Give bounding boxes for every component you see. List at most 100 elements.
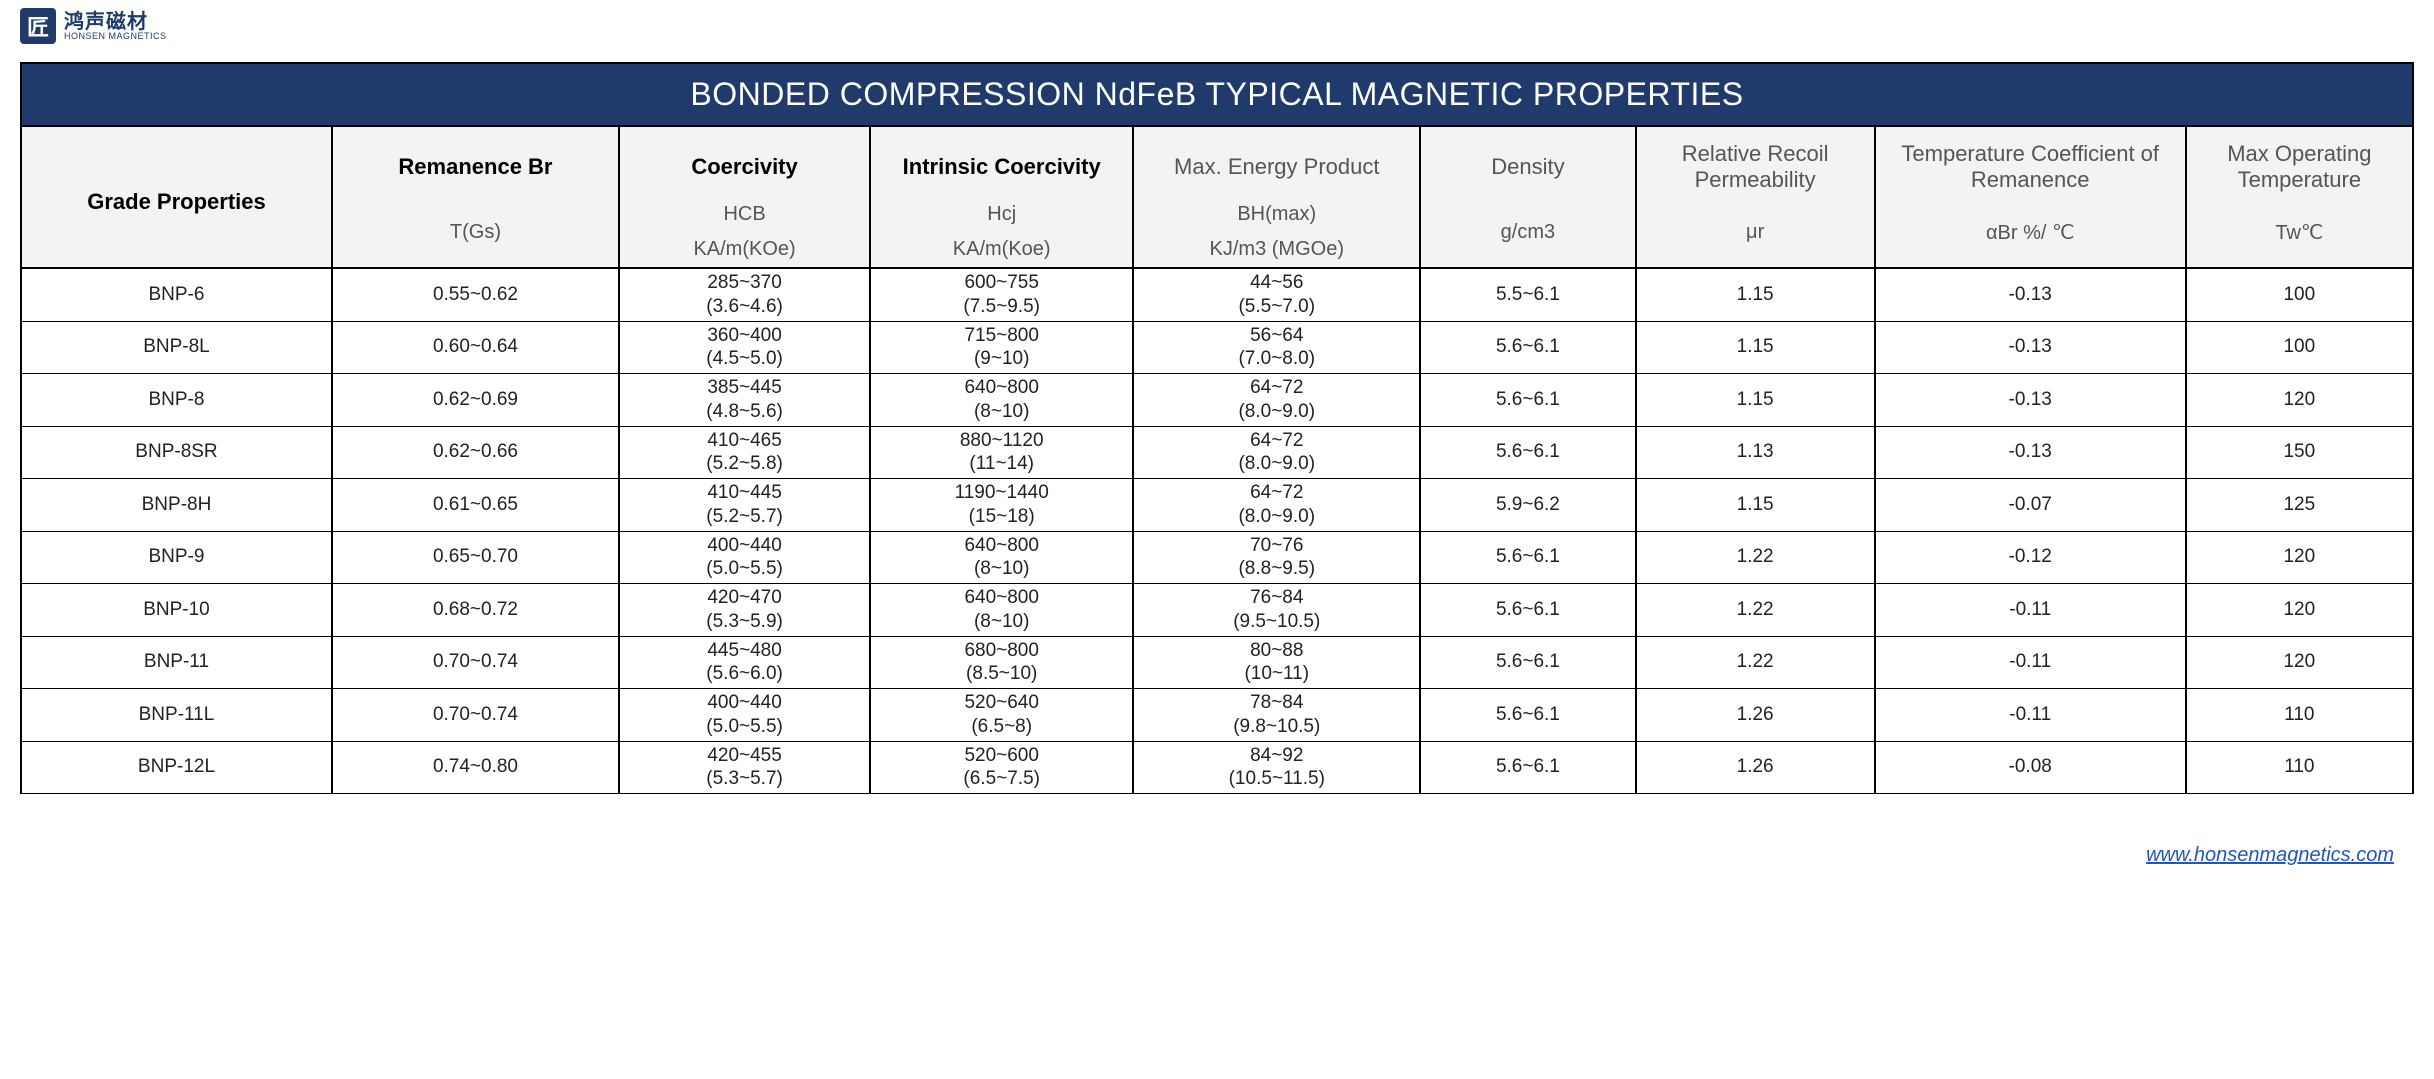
cell-bh: 78~84(9.8~10.5) <box>1133 689 1420 742</box>
table-title: BONDED COMPRESSION NdFeB TYPICAL MAGNETI… <box>20 62 2414 125</box>
col-hcj-h1: Intrinsic Coercivity <box>870 126 1133 197</box>
cell-grade: BNP-8SR <box>21 426 332 479</box>
cell-ur: 1.15 <box>1636 321 1875 374</box>
cell-abr: -0.12 <box>1875 531 2186 584</box>
table-row: BNP-12L0.74~0.80420~455(5.3~5.7)520~600(… <box>21 741 2413 794</box>
cell-grade: BNP-8H <box>21 479 332 532</box>
cell-bh: 80~88(10~11) <box>1133 636 1420 689</box>
cell-hcb: 400~440(5.0~5.5) <box>619 531 870 584</box>
cell-grade: BNP-11L <box>21 689 332 742</box>
cell-hcb: 420~455(5.3~5.7) <box>619 741 870 794</box>
brand-icon: 匠 <box>20 8 56 44</box>
cell-hcb: 400~440(5.0~5.5) <box>619 689 870 742</box>
cell-density: 5.6~6.1 <box>1420 321 1635 374</box>
cell-density: 5.6~6.1 <box>1420 426 1635 479</box>
cell-tw: 100 <box>2186 321 2413 374</box>
cell-hcj: 640~800(8~10) <box>870 531 1133 584</box>
brand-logo: 匠 鸿声磁材 HONSEN MAGNETICS <box>0 0 2434 52</box>
table-row: BNP-80.62~0.69385~445(4.8~5.6)640~800(8~… <box>21 374 2413 427</box>
cell-abr: -0.11 <box>1875 689 2186 742</box>
cell-hcj: 680~800(8.5~10) <box>870 636 1133 689</box>
cell-abr: -0.11 <box>1875 584 2186 637</box>
cell-hcb: 385~445(4.8~5.6) <box>619 374 870 427</box>
cell-hcj: 520~640(6.5~8) <box>870 689 1133 742</box>
cell-hcj: 1190~1440(15~18) <box>870 479 1133 532</box>
cell-br: 0.62~0.69 <box>332 374 619 427</box>
cell-hcj: 640~800(8~10) <box>870 374 1133 427</box>
col-hcb-h2: HCB <box>619 197 870 232</box>
cell-abr: -0.13 <box>1875 374 2186 427</box>
cell-hcj: 600~755(7.5~9.5) <box>870 268 1133 321</box>
cell-hcj: 715~800(9~10) <box>870 321 1133 374</box>
cell-hcb: 410~445(5.2~5.7) <box>619 479 870 532</box>
cell-br: 0.70~0.74 <box>332 689 619 742</box>
cell-density: 5.5~6.1 <box>1420 268 1635 321</box>
brand-name-en: HONSEN MAGNETICS <box>64 32 167 41</box>
cell-abr: -0.08 <box>1875 741 2186 794</box>
properties-table: Grade Properties Remanence Br Coercivity… <box>20 125 2414 794</box>
col-bh-h1: Max. Energy Product <box>1133 126 1420 197</box>
brand-name-cn: 鸿声磁材 <box>64 12 167 32</box>
cell-bh: 64~72(8.0~9.0) <box>1133 479 1420 532</box>
cell-ur: 1.26 <box>1636 741 1875 794</box>
cell-grade: BNP-10 <box>21 584 332 637</box>
col-hcb-h1: Coercivity <box>619 126 870 197</box>
col-grade-h1: Grade Properties <box>21 126 332 268</box>
cell-tw: 120 <box>2186 374 2413 427</box>
cell-density: 5.6~6.1 <box>1420 689 1635 742</box>
col-tw-h2: Tw℃ <box>2186 197 2413 268</box>
cell-grade: BNP-9 <box>21 531 332 584</box>
col-ur-h1: Relative Recoil Permeability <box>1636 126 1875 197</box>
cell-br: 0.68~0.72 <box>332 584 619 637</box>
cell-tw: 110 <box>2186 689 2413 742</box>
cell-ur: 1.22 <box>1636 636 1875 689</box>
col-hcb-h3: KA/m(KOe) <box>619 232 870 268</box>
cell-bh: 84~92(10.5~11.5) <box>1133 741 1420 794</box>
cell-br: 0.65~0.70 <box>332 531 619 584</box>
cell-hcb: 410~465(5.2~5.8) <box>619 426 870 479</box>
table-row: BNP-8H0.61~0.65410~445(5.2~5.7)1190~1440… <box>21 479 2413 532</box>
cell-density: 5.9~6.2 <box>1420 479 1635 532</box>
cell-abr: -0.11 <box>1875 636 2186 689</box>
brand-text: 鸿声磁材 HONSEN MAGNETICS <box>64 12 167 41</box>
cell-bh: 76~84(9.5~10.5) <box>1133 584 1420 637</box>
col-abr-h1: Temperature Coefficient of Remanence <box>1875 126 2186 197</box>
cell-ur: 1.26 <box>1636 689 1875 742</box>
footer-link[interactable]: www.honsenmagnetics.com <box>2146 844 2394 866</box>
table-row: BNP-110.70~0.74445~480(5.6~6.0)680~800(8… <box>21 636 2413 689</box>
cell-hcj: 880~1120(11~14) <box>870 426 1133 479</box>
page-content: BONDED COMPRESSION NdFeB TYPICAL MAGNETI… <box>0 52 2434 814</box>
cell-ur: 1.15 <box>1636 268 1875 321</box>
cell-bh: 56~64(7.0~8.0) <box>1133 321 1420 374</box>
cell-br: 0.60~0.64 <box>332 321 619 374</box>
cell-bh: 70~76(8.8~9.5) <box>1133 531 1420 584</box>
col-br-h2: T(Gs) <box>332 197 619 268</box>
cell-hcb: 420~470(5.3~5.9) <box>619 584 870 637</box>
table-row: BNP-8L0.60~0.64360~400(4.5~5.0)715~800(9… <box>21 321 2413 374</box>
cell-br: 0.74~0.80 <box>332 741 619 794</box>
cell-bh: 64~72(8.0~9.0) <box>1133 426 1420 479</box>
cell-grade: BNP-8L <box>21 321 332 374</box>
cell-hcj: 640~800(8~10) <box>870 584 1133 637</box>
col-ur-h2: μr <box>1636 197 1875 268</box>
col-abr-h2: αBr %/ ℃ <box>1875 197 2186 268</box>
col-hcj-h2: Hcj <box>870 197 1133 232</box>
table-row: BNP-100.68~0.72420~470(5.3~5.9)640~800(8… <box>21 584 2413 637</box>
col-dens-h2: g/cm3 <box>1420 197 1635 268</box>
page-footer: www.honsenmagnetics.com <box>0 814 2434 877</box>
col-br-h1: Remanence Br <box>332 126 619 197</box>
cell-abr: -0.13 <box>1875 426 2186 479</box>
table-row: BNP-11L0.70~0.74400~440(5.0~5.5)520~640(… <box>21 689 2413 742</box>
cell-bh: 44~56(5.5~7.0) <box>1133 268 1420 321</box>
cell-tw: 120 <box>2186 636 2413 689</box>
table-row: BNP-8SR0.62~0.66410~465(5.2~5.8)880~1120… <box>21 426 2413 479</box>
cell-grade: BNP-12L <box>21 741 332 794</box>
cell-ur: 1.15 <box>1636 374 1875 427</box>
col-bh-h2: BH(max) <box>1133 197 1420 232</box>
cell-density: 5.6~6.1 <box>1420 636 1635 689</box>
cell-tw: 150 <box>2186 426 2413 479</box>
table-body: BNP-60.55~0.62285~370(3.6~4.6)600~755(7.… <box>21 268 2413 794</box>
table-row: BNP-60.55~0.62285~370(3.6~4.6)600~755(7.… <box>21 268 2413 321</box>
cell-hcj: 520~600(6.5~7.5) <box>870 741 1133 794</box>
cell-tw: 100 <box>2186 268 2413 321</box>
